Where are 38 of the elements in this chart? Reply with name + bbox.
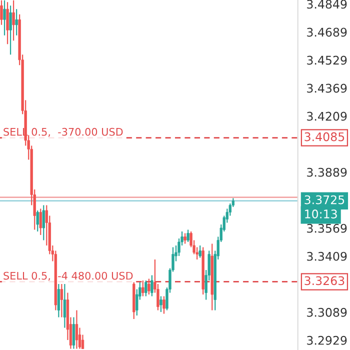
- y-tick-label: 3.3569: [307, 224, 347, 233]
- candlestick: [184, 232, 186, 244]
- candlestick: [63, 283, 66, 328]
- candlestick: [12, 0, 15, 42]
- ref-line-label: 3.3263: [304, 276, 344, 286]
- candlestick: [198, 244, 202, 258]
- candlestick: [60, 283, 64, 318]
- y-tick-label: 3.2929: [307, 336, 347, 345]
- candlestick: [160, 296, 162, 313]
- candlestick: [42, 204, 45, 241]
- candlestick: [144, 280, 148, 297]
- candlestick: [3, 0, 6, 36]
- candlestick: [72, 316, 76, 350]
- candlestick: [9, 5, 12, 56]
- y-tick-label: 3.3089: [307, 308, 347, 317]
- y-tick-label: 3.3889: [307, 168, 347, 177]
- y-tick-label: 3.4209: [307, 112, 347, 121]
- text: 10:13: [305, 210, 337, 218]
- y-tick-label: 3.4849: [307, 0, 347, 9]
- candlestick: [186, 229, 190, 243]
- candlestick: [150, 274, 154, 297]
- annotation: SELL 0.5, -4 480.00 USD: [4, 272, 133, 281]
- candlestick: [57, 283, 60, 318]
- candlestick: [39, 208, 42, 236]
- candlestick: [75, 310, 78, 350]
- ref-line-label: 3.4085: [304, 132, 344, 142]
- candlestick: [148, 278, 150, 296]
- ref-line-label: 3.3725: [304, 195, 344, 204]
- y-tick-label: 3.3409: [307, 252, 347, 261]
- candlestick: [162, 296, 166, 314]
- y-tick-label: 3.4529: [307, 56, 347, 65]
- y-tick-label: 3.4369: [307, 84, 347, 93]
- candlestick: [36, 210, 39, 232]
- y-tick-label: 3.4689: [307, 28, 347, 37]
- candlestick: [6, 2, 9, 45]
- candlestick: [0, 0, 3, 26]
- candlestick: [15, 8, 18, 36]
- candlestick: [142, 280, 144, 297]
